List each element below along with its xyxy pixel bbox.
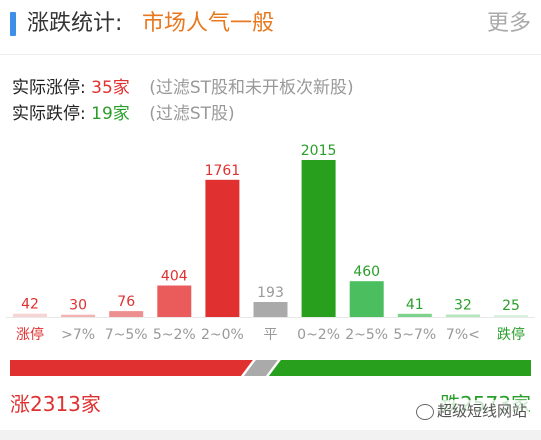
bar-value-label-5: 193 — [257, 285, 284, 301]
bar-value-label-9: 32 — [454, 298, 472, 314]
category-label-0: 涨停 — [16, 326, 44, 343]
bar-value-label-10: 25 — [502, 298, 520, 314]
chart-bars — [13, 160, 528, 317]
category-label-3: 5~2% — [153, 327, 196, 343]
up-total: 涨2313家 — [10, 392, 101, 416]
limit-down-note: (过滤ST股) — [149, 104, 235, 124]
limit-up-row: 实际涨停: 35家 (过滤ST股和未开板次新股) — [12, 76, 354, 100]
bar-0 — [13, 313, 47, 317]
bar-6 — [301, 160, 336, 317]
category-label-4: 2~0% — [201, 327, 244, 343]
chart-category-labels: 涨停 >7% 7~5% 5~2% 2~0% 平 0~2% 2~5% 5~7% 7%< 跌停 — [16, 326, 525, 343]
category-label-7: 2~5% — [345, 327, 388, 343]
ratio-flat-segment — [243, 360, 278, 376]
distribution-chart: 42 30 76 404 1761 193 2015 460 41 32 25 涨停 >7% 7~5% 5… — [6, 143, 535, 343]
bar-9 — [445, 314, 480, 317]
more-link[interactable]: 更多 — [486, 11, 531, 36]
bar-10 — [494, 315, 528, 317]
category-label-2: 7~5% — [105, 327, 148, 343]
bar-value-label-0: 42 — [21, 297, 39, 313]
category-label-9: 7%< — [446, 327, 480, 343]
watermark-text: 超级短线网站 — [436, 402, 527, 420]
limit-up-count: 35家 — [91, 78, 130, 98]
watermark: 超级短线网站 — [413, 400, 529, 422]
bar-value-label-6: 2015 — [301, 143, 337, 159]
market-mood: 市场人气一般 — [142, 11, 275, 36]
bar-2 — [109, 311, 144, 317]
category-label-6: 0~2% — [297, 327, 340, 343]
bar-7 — [349, 281, 384, 317]
bar-3 — [157, 285, 192, 317]
bar-value-label-7: 460 — [353, 264, 380, 280]
category-label-1: >7% — [61, 327, 95, 343]
ratio-up-segment — [10, 360, 253, 376]
bar-value-label-4: 1761 — [205, 163, 241, 179]
limit-up-note: (过滤ST股和未开板次新股) — [149, 78, 354, 98]
bar-8 — [397, 313, 432, 317]
bar-4 — [205, 179, 240, 317]
header: 涨跌统计: 市场人气一般 更多 — [0, 0, 541, 50]
bar-value-label-8: 41 — [406, 297, 424, 313]
bar-value-label-1: 30 — [69, 298, 87, 314]
category-label-10: 跌停 — [497, 326, 525, 343]
category-label-5: 平 — [264, 327, 278, 343]
bar-1 — [61, 314, 96, 317]
bar-value-label-2: 76 — [117, 294, 135, 310]
bottom-strip — [0, 430, 541, 440]
limit-down-count: 19家 — [91, 104, 130, 124]
limit-up-label: 实际涨停: — [12, 78, 86, 98]
wechat-logo-icon — [415, 403, 434, 420]
ratio-down-segment — [268, 360, 531, 376]
category-label-8: 5~7% — [393, 327, 436, 343]
header-divider — [0, 54, 541, 55]
bar-5 — [253, 302, 288, 317]
up-down-ratio-bar — [10, 360, 531, 376]
limit-down-label: 实际跌停: — [12, 104, 86, 124]
section-title: 涨跌统计: — [27, 11, 123, 36]
bar-value-label-3: 404 — [161, 269, 188, 285]
title-accent-bar — [10, 12, 16, 36]
limit-down-row: 实际跌停: 19家 (过滤ST股) — [12, 102, 235, 126]
chart-value-labels: 42 30 76 404 1761 193 2015 460 41 32 25 — [21, 143, 520, 314]
